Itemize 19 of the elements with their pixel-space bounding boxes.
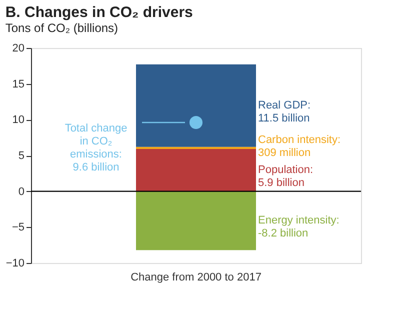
bar xyxy=(136,191,256,250)
annotation: Real GDP: 11.5 billion xyxy=(258,100,311,125)
bar xyxy=(136,146,256,150)
annotation: Population: 5.9 billion xyxy=(258,164,314,190)
y-tick-label: 5 xyxy=(18,150,24,162)
y-tick-label: −5 xyxy=(12,222,24,234)
annotation: Carbon intensity: 309 million xyxy=(258,134,341,159)
bar xyxy=(136,64,256,147)
y-tick-label: 0 xyxy=(18,186,24,198)
y-axis-title: Tons of CO₂ (billions) xyxy=(5,21,118,35)
y-tick-label: −10 xyxy=(6,258,24,270)
annotation: Energy intensity: -8.2 billion xyxy=(258,214,340,240)
y-tick-label: 20 xyxy=(12,42,24,54)
bar xyxy=(136,149,256,192)
x-tick-label: Change from 2000 to 2017 xyxy=(130,272,262,284)
annotation: Total change in CO₂ emissions: 9.6 billion xyxy=(64,122,128,174)
y-tick-label: 10 xyxy=(12,114,24,126)
chart-title: B. Changes in CO₂ drivers xyxy=(5,4,193,21)
y-tick-label: 15 xyxy=(12,78,24,90)
